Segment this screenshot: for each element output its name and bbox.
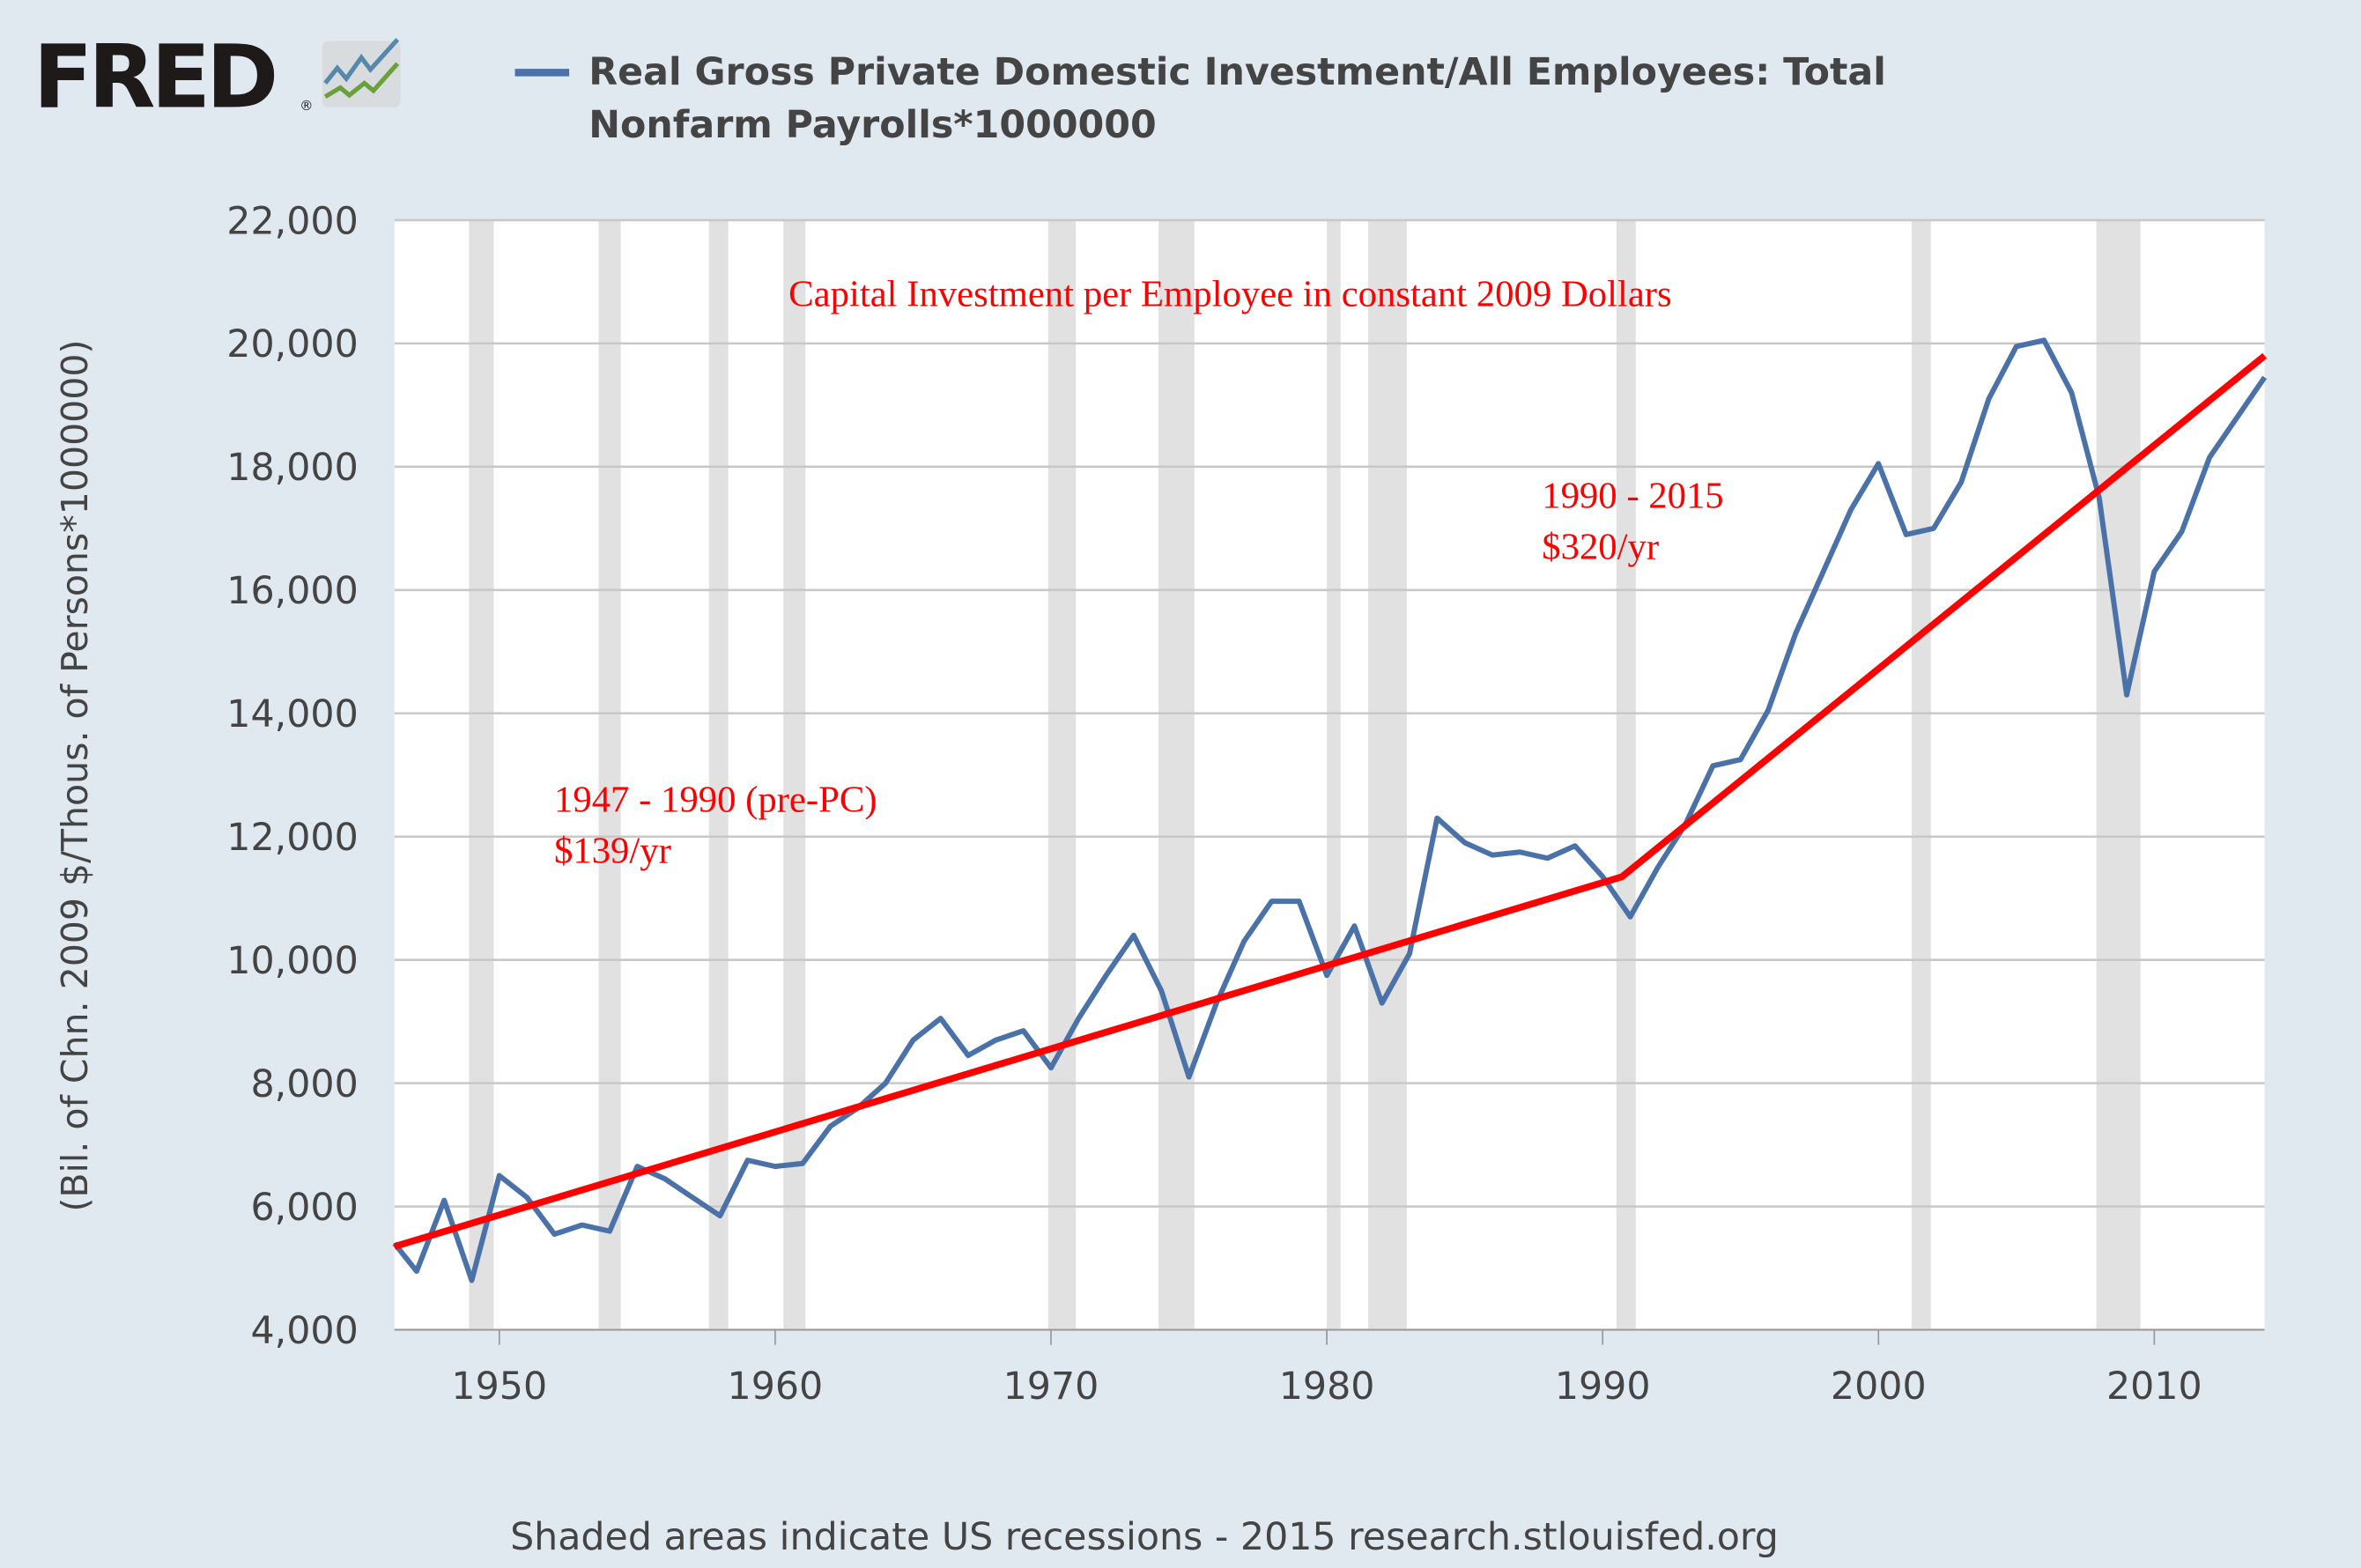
recession-band: [1616, 219, 1636, 1330]
recession-band: [469, 219, 494, 1330]
trend-line: [393, 352, 2268, 1250]
annotation-period1-rate: $139/yr: [554, 831, 671, 872]
recession-band: [783, 219, 806, 1330]
x-tick-label: 1990: [1555, 1365, 1651, 1409]
logo-registered-mark: ®: [300, 98, 313, 114]
annotation-period2-range: 1990 - 2015: [1542, 475, 1723, 516]
y-tick-label: 12,000: [226, 816, 358, 860]
annotation-title: Capital Investment per Employee in const…: [788, 273, 1671, 314]
y-axis-ticks: 4,000 6,000 8,000 10,000 12,000 14,000 16,000 1…: [226, 199, 358, 1353]
recession-band: [708, 219, 729, 1330]
legend-label-line1: Real Gross Private Domestic Investment/A…: [588, 50, 1886, 94]
y-tick-label: 16,000: [226, 569, 358, 613]
x-axis-ticks: 1950 1960 1970 1980 1990 2000 2010: [451, 1329, 2202, 1409]
y-tick-label: 10,000: [226, 939, 358, 983]
legend: Real Gross Private Domestic Investment/A…: [514, 50, 1886, 147]
y-tick-label: 22,000: [226, 199, 358, 243]
legend-label-line2: Nonfarm Payrolls*1000000: [588, 103, 1156, 147]
x-tick-label: 2010: [2106, 1365, 2202, 1409]
footer-note: Shaded areas indicate US recessions - 20…: [510, 1515, 1779, 1559]
annotation-period1-range: 1947 - 1990 (pre-PC): [554, 780, 877, 821]
y-axis-label: (Bil. of Chn. 2009 $/Thous. of Persons*1…: [54, 340, 96, 1212]
x-tick-label: 2000: [1831, 1365, 1927, 1409]
x-tick-label: 1960: [728, 1365, 824, 1409]
y-tick-label: 18,000: [226, 446, 358, 490]
recession-bands: [469, 219, 2141, 1330]
y-tick-label: 6,000: [250, 1186, 358, 1230]
recession-band: [598, 219, 621, 1330]
logo-chart-icon: [322, 38, 401, 107]
series-lines: [392, 337, 2268, 1283]
fred-logo[interactable]: FRED ®: [33, 27, 401, 129]
recession-band: [1368, 219, 1407, 1330]
y-tick-label: 4,000: [250, 1309, 358, 1353]
x-tick-label: 1950: [451, 1365, 547, 1409]
recession-band: [1327, 219, 1341, 1330]
recession-band: [1158, 219, 1195, 1330]
annotation-period2-rate: $320/yr: [1542, 526, 1659, 567]
y-tick-label: 20,000: [226, 322, 358, 366]
recession-band: [1047, 219, 1077, 1330]
recession-band: [1911, 219, 1931, 1330]
logo-text: FRED: [33, 27, 275, 129]
y-tick-label: 14,000: [226, 692, 358, 736]
y-tick-label: 8,000: [250, 1062, 358, 1106]
x-tick-label: 1970: [1003, 1365, 1099, 1409]
x-tick-label: 1980: [1279, 1365, 1375, 1409]
series-line-investment-per-employee: [392, 337, 2268, 1283]
recession-band: [2096, 219, 2141, 1330]
